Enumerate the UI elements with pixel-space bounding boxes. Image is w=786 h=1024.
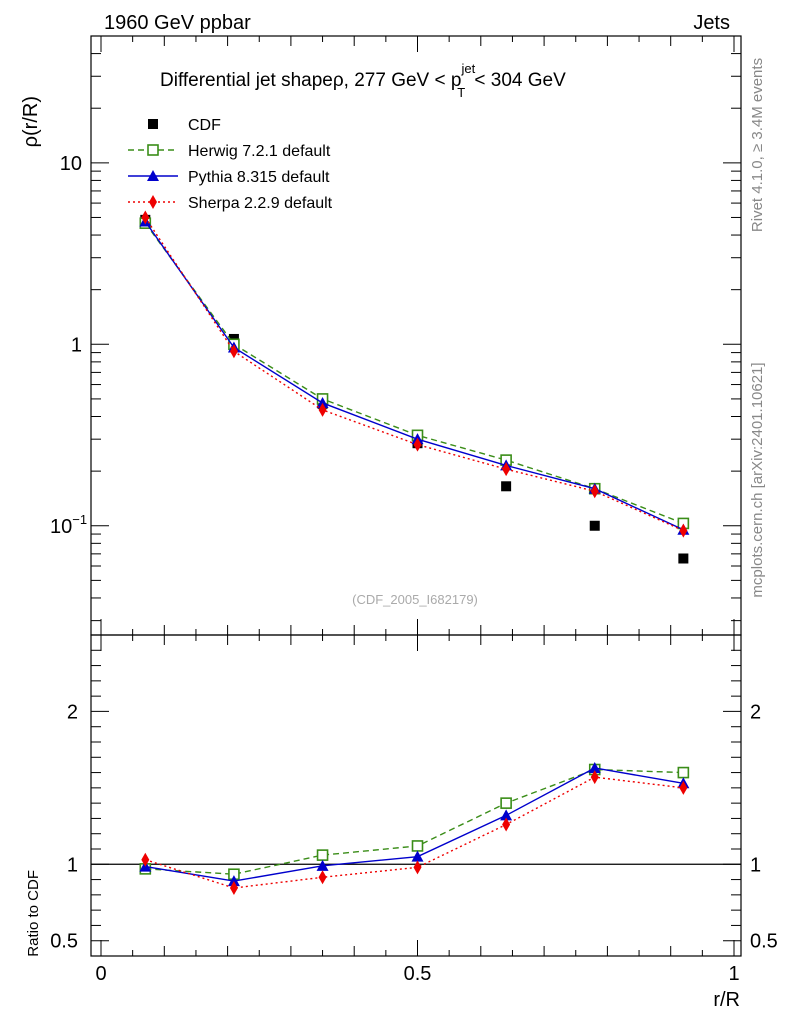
ratio-point: [411, 850, 424, 862]
ratio-line: [145, 776, 684, 889]
x-axis-label: r/R: [713, 989, 740, 1011]
legend-entry: CDF: [148, 117, 221, 134]
mcplots-label: mcplots.cern.ch [arXiv:2401.10621]: [749, 362, 766, 597]
series-line: [144, 221, 684, 531]
legend-marker: [148, 119, 158, 129]
data-point: [678, 553, 689, 564]
y-tick-label: 10−1: [50, 512, 87, 538]
series-cdf: [140, 214, 689, 564]
legend-marker: [147, 170, 159, 181]
legend-marker: [149, 195, 157, 209]
ratio-tick-label-right: 1: [750, 854, 761, 876]
ratio-point: [500, 809, 513, 821]
series-herwig: [139, 217, 690, 530]
ratio-point: [229, 880, 238, 895]
data-point: [590, 484, 599, 499]
data-point: [316, 396, 329, 408]
x-tick-label: 0.5: [404, 963, 432, 985]
y-tick-label: 10: [60, 153, 82, 175]
energy-label: 1960 GeV ppbar: [104, 12, 251, 34]
series-pythia: [139, 215, 690, 535]
ratio-point: [227, 875, 240, 887]
title-superscript: jet: [460, 61, 475, 76]
ratio-point: [413, 860, 422, 875]
legend-entry: Pythia 8.315 default: [128, 169, 330, 186]
legend: CDF Herwig 7.2.1 default Pythia 8.315 defa…: [128, 117, 333, 212]
legend-label: CDF: [188, 117, 221, 134]
data-point: [679, 523, 688, 538]
title-subscript: T: [457, 85, 465, 100]
x-tick-label: 1: [728, 963, 739, 985]
x-tick-label: 0: [95, 963, 106, 985]
ratio-tick-label-right: 0.5: [750, 931, 778, 953]
data-point: [141, 210, 150, 225]
category-label: Jets: [693, 12, 730, 34]
y-axis-label: ρ(r/R): [20, 96, 42, 147]
data-point: [501, 481, 512, 492]
rivet-version-label: Rivet 4.1.0, ≥ 3.4M events: [749, 58, 766, 232]
ratio-point: [316, 849, 329, 861]
ratio-tick-label-left: 0.5: [50, 931, 78, 953]
data-point: [413, 437, 422, 452]
ratio-point: [141, 852, 150, 867]
ratio-point: [590, 770, 599, 785]
ratio-tick-label-left: 1: [67, 854, 78, 876]
ratio-point: [411, 840, 424, 852]
ratio-point: [500, 797, 512, 809]
tick-labels: 0 0.5 1 10−1 1 10 0.5 0.5 1 1 2 2: [50, 153, 778, 985]
legend-entry: Sherpa 2.2.9 default: [128, 195, 333, 212]
series-sherpa: [141, 210, 688, 538]
series-line: [144, 217, 684, 532]
ratio-point: [318, 870, 327, 885]
data-series: [139, 210, 690, 564]
legend-label: Pythia 8.315 default: [188, 169, 330, 186]
legend-marker: [147, 144, 159, 156]
legend-entry: Herwig 7.2.1 default: [128, 143, 331, 160]
y-tick-label: 1: [71, 334, 82, 356]
chart-title: Differential jet shapeρ, 277 GeV < pjet T…: [160, 61, 566, 100]
ratio-point: [316, 859, 329, 871]
ratio-tick-label-right: 2: [750, 701, 761, 723]
legend-label: Sherpa 2.2.9 default: [188, 195, 333, 212]
data-point: [229, 344, 238, 359]
ratio-point: [677, 766, 690, 779]
legend-label: Herwig 7.2.1 default: [188, 143, 331, 160]
ratio-herwig: [139, 763, 690, 881]
ratio-tick-label-left: 2: [67, 701, 78, 723]
ratio-point: [679, 780, 688, 795]
ratio-sherpa: [141, 770, 688, 895]
series-line: [144, 222, 684, 525]
analysis-watermark: (CDF_2005_I682179): [352, 592, 478, 607]
ratio-point: [502, 817, 511, 832]
ratio-axis-label: Ratio to CDF: [25, 870, 42, 957]
ratio-point: [588, 761, 601, 773]
data-point: [589, 520, 600, 531]
ratio-plot-frame: [90, 634, 742, 957]
data-point: [318, 402, 327, 417]
ratio-series: [139, 761, 690, 895]
data-point: [502, 462, 511, 477]
